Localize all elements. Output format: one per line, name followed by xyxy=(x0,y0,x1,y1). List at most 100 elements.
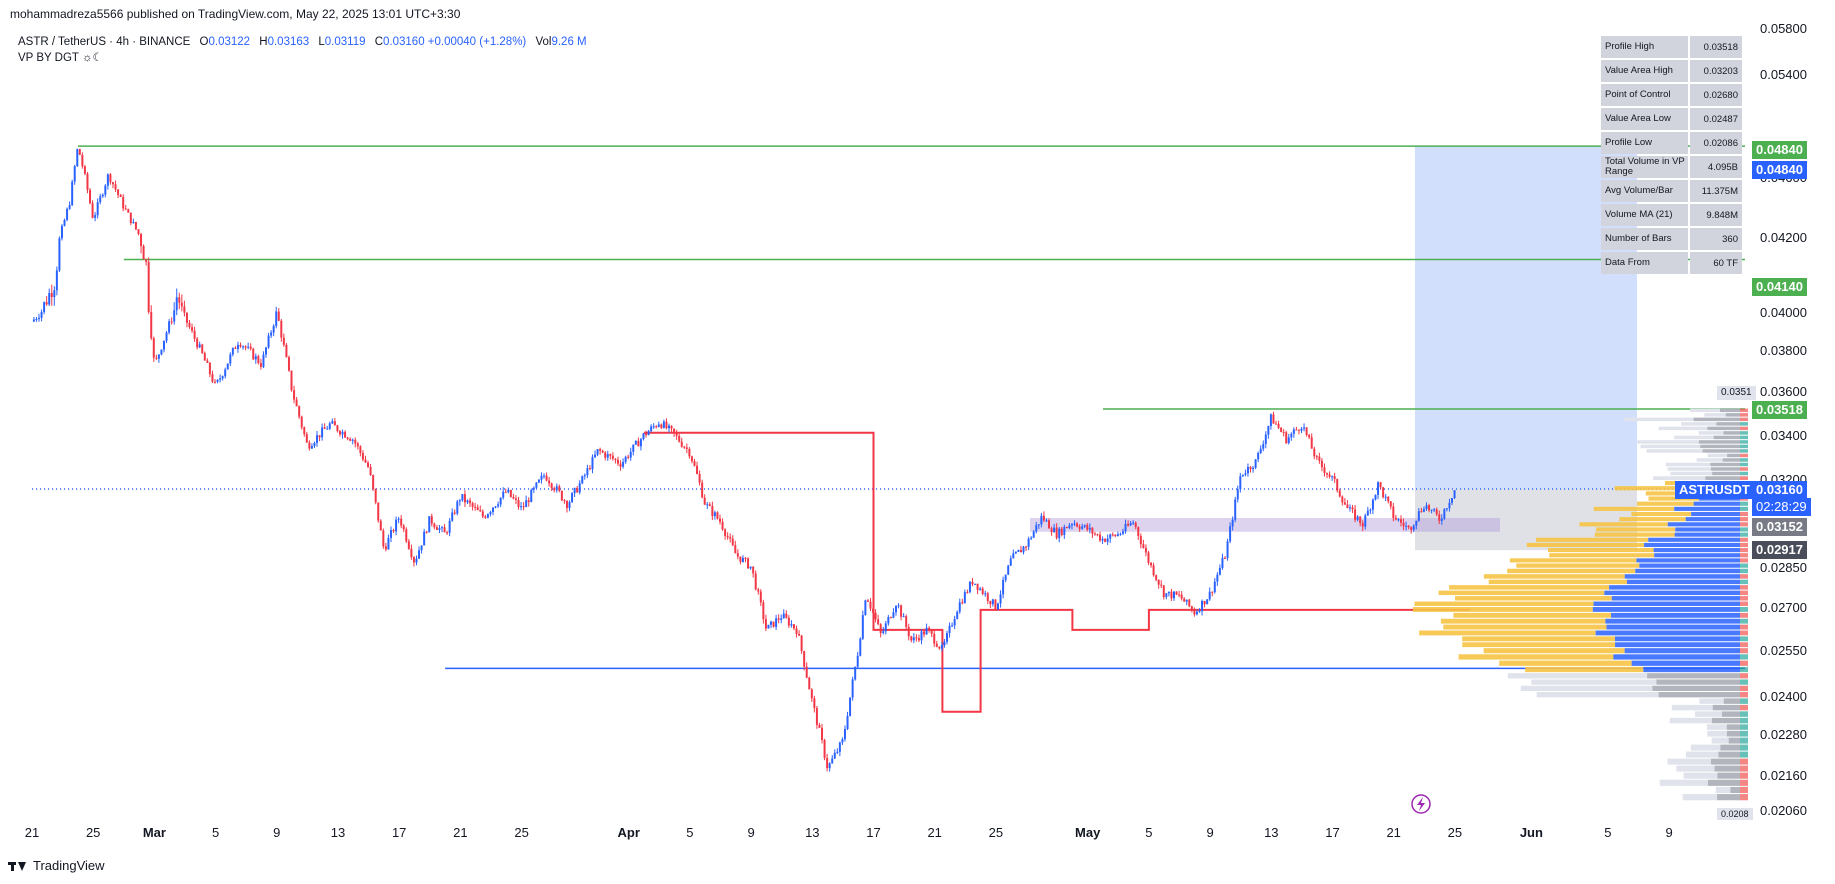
candle-body xyxy=(438,528,441,530)
lightning-icon xyxy=(1411,794,1431,814)
vp-bar-outside xyxy=(1531,679,1657,685)
vp-bar-outside xyxy=(1623,417,1694,422)
candle-body xyxy=(359,446,362,453)
candle-body xyxy=(298,406,301,417)
vp-bar-outside xyxy=(1640,444,1701,449)
candle-body xyxy=(642,433,645,440)
vp-delta-bar xyxy=(1740,772,1748,779)
candle-body xyxy=(145,259,148,262)
candle-body xyxy=(693,461,696,466)
candle-body xyxy=(1333,476,1336,480)
candle-body xyxy=(132,221,135,224)
vp-delta-bar xyxy=(1740,563,1748,568)
candle-body xyxy=(254,356,257,360)
indicator-label[interactable]: VP BY DGT ☼☾ xyxy=(18,52,103,64)
candle-body xyxy=(1157,579,1160,585)
vp-delta-bar xyxy=(1740,673,1748,679)
vp-bar-outside-dark xyxy=(1711,467,1740,471)
candle-body xyxy=(902,616,905,618)
vp-bar-outside xyxy=(1685,751,1719,758)
candle-body xyxy=(917,638,920,641)
stats-row: Point of Control 0.02680 xyxy=(1601,84,1742,106)
vp-bar-value xyxy=(1636,501,1694,506)
target-box xyxy=(1415,146,1637,490)
candle-body xyxy=(1445,508,1448,510)
candle-body xyxy=(1425,505,1428,510)
candle-body xyxy=(718,518,721,522)
candle-body xyxy=(341,431,344,435)
low-value: 0.03119 xyxy=(324,36,366,48)
candle-body xyxy=(252,348,255,360)
candle-body xyxy=(843,729,846,740)
candle-body xyxy=(361,452,364,460)
symbol-title[interactable]: ASTR / TetherUS · 4h · BINANCE xyxy=(18,36,191,48)
candle-body xyxy=(1435,509,1438,515)
candle-body xyxy=(785,613,788,618)
vp-bar-outside xyxy=(1715,786,1731,794)
candle-body xyxy=(1249,466,1252,470)
x-tick-label: 25 xyxy=(989,825,1003,840)
candle-body xyxy=(425,531,428,533)
vp-bar-outside-dark xyxy=(1720,408,1740,413)
tag-small-top: 0.0351 xyxy=(1717,386,1756,400)
vp-bar-value xyxy=(1525,666,1644,673)
vp-bar-outside xyxy=(1683,772,1718,779)
vp-bar-buy xyxy=(1639,563,1740,568)
vp-bar-buy xyxy=(1614,636,1740,642)
candle-body xyxy=(1318,456,1321,461)
footer-brand[interactable]: TradingView xyxy=(8,858,105,873)
candle-body xyxy=(1384,496,1387,498)
x-tick-label: 13 xyxy=(1264,825,1278,840)
candle-body xyxy=(953,619,956,626)
candle-body xyxy=(374,488,377,503)
candle-body xyxy=(609,454,612,456)
vp-bar-outside-dark xyxy=(1712,704,1740,711)
candle-body xyxy=(173,310,176,322)
vp-bar-buy xyxy=(1631,660,1740,666)
candle-body xyxy=(905,616,908,627)
candle-body xyxy=(1167,591,1170,594)
candle-body xyxy=(1201,601,1204,612)
candle-body xyxy=(451,512,454,521)
vp-bar-outside xyxy=(1695,711,1723,717)
candle-body xyxy=(838,742,841,752)
vp-delta-bar xyxy=(1740,542,1748,548)
candle-body xyxy=(1402,522,1405,527)
vp-delta-bar xyxy=(1740,711,1748,717)
stats-key: Avg Volume/Bar xyxy=(1601,180,1688,202)
publisher-line: mohammadreza5566 published on TradingVie… xyxy=(10,7,461,21)
candle-body xyxy=(239,344,242,347)
candle-body xyxy=(920,631,923,641)
candle-body xyxy=(685,447,688,449)
candle-body xyxy=(492,507,495,513)
x-tick-label: 17 xyxy=(1325,825,1339,840)
candle-body xyxy=(1382,487,1385,498)
low-label: L xyxy=(318,36,325,48)
vp-bar-value xyxy=(1462,636,1615,642)
candle-body xyxy=(1004,574,1007,581)
x-tick-label: 5 xyxy=(1145,825,1152,840)
candle-body xyxy=(364,459,367,463)
vp-delta-bar xyxy=(1740,553,1748,558)
candle-body xyxy=(782,613,785,619)
candle-body xyxy=(1394,517,1397,520)
candle-body xyxy=(1063,526,1066,535)
vp-bar-value xyxy=(1483,648,1625,654)
vp-delta-bar xyxy=(1740,679,1748,685)
tag-current-symbol: ASTRUSDT xyxy=(1675,481,1754,499)
candle-body xyxy=(652,426,655,428)
vp-bar-outside-dark xyxy=(1718,751,1740,758)
candle-body xyxy=(356,443,359,447)
candle-body xyxy=(527,500,530,503)
candle-body xyxy=(1185,599,1188,602)
candle-body xyxy=(933,633,936,644)
vp-bar-buy xyxy=(1648,537,1740,542)
vp-delta-bar xyxy=(1740,636,1748,642)
candle-body xyxy=(1155,575,1158,580)
stats-key: Data From xyxy=(1601,252,1688,274)
vp-bar-value xyxy=(1631,511,1692,517)
candle-body xyxy=(792,624,795,629)
candle-body xyxy=(1417,511,1420,521)
candle-body xyxy=(678,435,681,442)
